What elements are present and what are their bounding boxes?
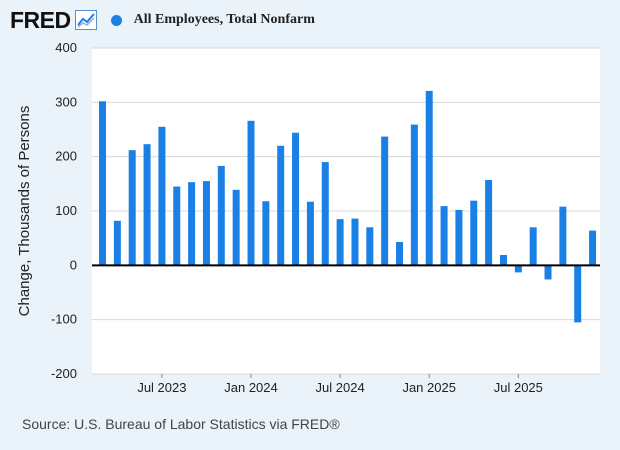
bar-2023-09[interactable]: [188, 182, 196, 266]
bar-2024-07[interactable]: [336, 219, 344, 266]
source-note: Source: U.S. Bureau of Labor Statistics …: [22, 416, 340, 432]
legend-series-label: All Employees, Total Nonfarm: [133, 12, 315, 27]
bar-2024-06[interactable]: [321, 162, 329, 266]
y-tick-label: -100: [51, 312, 77, 327]
x-tick-label: Jan 2024: [224, 380, 278, 395]
bar-2025-02[interactable]: [440, 206, 448, 266]
bar-2025-09[interactable]: [544, 265, 552, 280]
bar-2024-12[interactable]: [410, 124, 418, 266]
bar-2023-03[interactable]: [99, 101, 106, 266]
x-tick-label: Jul 2024: [316, 380, 365, 395]
grid-lines: [92, 47, 600, 375]
bar-2023-06[interactable]: [143, 144, 151, 266]
bar-2024-08[interactable]: [351, 218, 359, 266]
x-axis-ticks: Jul 2023 Jan 2024 Jul 2024 Jan 2025 Jul 2025: [137, 374, 543, 395]
bar-2025-12[interactable]: [589, 230, 597, 266]
x-tick-label: Jan 2025: [402, 380, 456, 395]
y-tick-label: 300: [55, 94, 77, 109]
x-tick-label: Jul 2023: [137, 380, 186, 395]
y-tick-label: 0: [70, 257, 77, 272]
bar-2024-10[interactable]: [381, 136, 389, 266]
bar-2023-12[interactable]: [232, 189, 240, 266]
y-axis-ticks: -200 -100 0 100 200 300 400: [51, 40, 77, 381]
bar-2025-08[interactable]: [529, 227, 537, 266]
bar-2025-10[interactable]: [559, 206, 567, 266]
y-tick-label: 200: [55, 149, 77, 164]
bar-2025-03[interactable]: [455, 209, 463, 266]
bar-2024-01[interactable]: [247, 120, 255, 266]
bar-2023-05[interactable]: [128, 150, 136, 266]
bar-2023-04[interactable]: [113, 220, 121, 266]
bar-2024-03[interactable]: [277, 145, 285, 266]
bar-2024-11[interactable]: [396, 241, 404, 266]
bar-2023-08[interactable]: [173, 186, 181, 266]
bar-2025-11[interactable]: [574, 265, 582, 323]
bar-series: [99, 90, 597, 323]
y-tick-label: -200: [51, 366, 77, 381]
bar-2024-02[interactable]: [262, 201, 270, 266]
bar-2024-09[interactable]: [366, 227, 374, 266]
bar-2025-07[interactable]: [514, 265, 522, 273]
bar-2025-01[interactable]: [425, 90, 433, 266]
y-tick-label: 400: [55, 40, 77, 55]
bar-2024-05[interactable]: [306, 201, 314, 266]
bar-2023-11[interactable]: [217, 165, 225, 266]
chart-header: FRED All Employees, Total Nonfarm: [10, 6, 315, 34]
x-tick-label: Jul 2025: [494, 380, 543, 395]
bar-2023-07[interactable]: [158, 126, 166, 266]
bar-2024-04[interactable]: [292, 132, 300, 266]
fred-logo[interactable]: FRED: [10, 6, 71, 33]
bar-2025-06[interactable]: [499, 255, 507, 266]
y-axis-title: Change, Thousands of Persons: [16, 106, 33, 317]
graph-icon[interactable]: [74, 10, 97, 30]
y-tick-label: 100: [55, 203, 77, 218]
bar-2025-04[interactable]: [470, 200, 478, 266]
legend-marker: [110, 14, 122, 26]
bar-2025-05[interactable]: [485, 180, 493, 266]
bar-2023-10[interactable]: [202, 181, 210, 266]
